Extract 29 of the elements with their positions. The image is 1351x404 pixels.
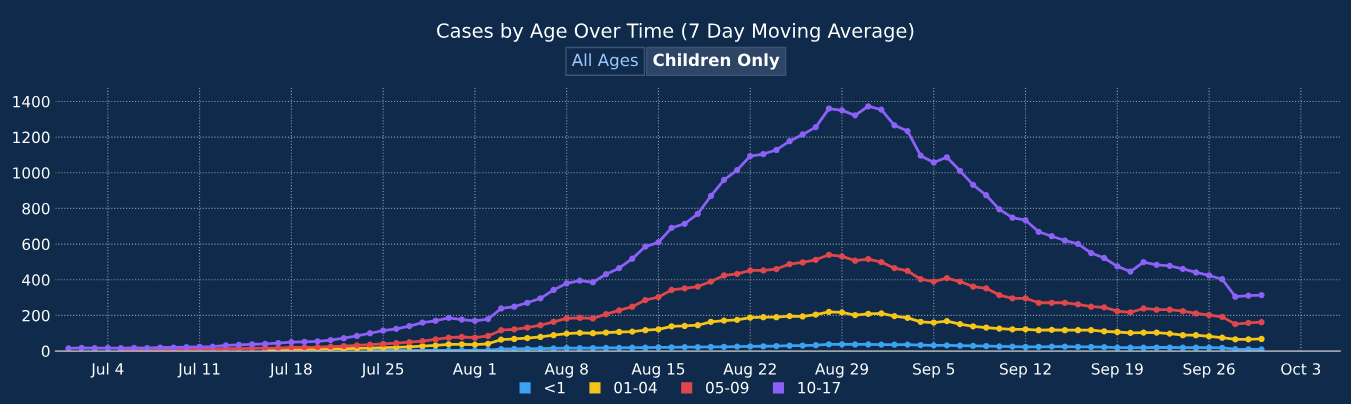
y-tick-label: 400: [22, 274, 50, 286]
x-tick-label: Jul 11: [177, 362, 220, 378]
x-tick-label: Aug 22: [723, 363, 776, 378]
y-tick-label: 1000: [13, 167, 50, 179]
y-tick-label: 1200: [13, 131, 50, 144]
y-tick-label: 0: [41, 345, 50, 358]
text: Children Only: [653, 53, 780, 70]
x-tick-label: Aug 1: [452, 363, 496, 378]
legend-label: 05-09: [706, 381, 749, 394]
x-tick-label: Sep 19: [1091, 363, 1143, 378]
x-tick-label: Aug 8: [544, 363, 588, 378]
legend-label: 01-04: [614, 381, 657, 394]
x-tick-label: Sep 12: [1000, 363, 1051, 378]
x-tick-label: Sep 26: [1183, 363, 1235, 378]
x-tick-label: Aug 15: [631, 363, 685, 378]
y-tick-label: 200: [22, 309, 50, 322]
legend-label: <1: [545, 382, 565, 394]
x-tick-label: Oct 3: [1281, 363, 1321, 375]
chart-title: Cases by Age Over Time (7 Day Moving Average): [437, 22, 914, 42]
y-tick-label: 1400: [13, 95, 50, 108]
legend-label: 10-17: [798, 381, 840, 394]
y-tick-label: 600: [22, 238, 50, 251]
x-tick-label: Jul 4: [90, 362, 124, 378]
x-tick-label: Sep 5: [913, 363, 955, 378]
text: All Ages: [571, 53, 638, 70]
x-tick-label: Jul 18: [269, 362, 312, 378]
x-tick-label: Aug 29: [815, 363, 868, 378]
x-tick-label: Jul 25: [360, 362, 404, 378]
y-tick-label: 800: [22, 202, 50, 215]
